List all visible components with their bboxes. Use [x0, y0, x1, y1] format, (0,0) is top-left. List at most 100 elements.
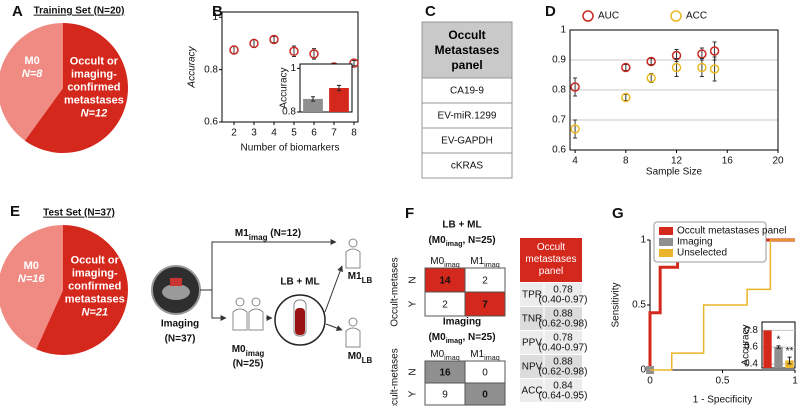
data-point [671, 62, 682, 73]
data-point [570, 82, 580, 92]
column-header: M0imag [430, 349, 460, 363]
slice-value-label: N=8 [21, 67, 43, 80]
legend-label: ACC [686, 11, 707, 22]
metrics-row-bg [520, 379, 582, 402]
roc-line [650, 239, 795, 371]
y-tick-label: 0.5 [632, 300, 646, 311]
error-bar [787, 356, 792, 365]
data-point [289, 46, 299, 57]
m0-lb-label: M0LB [348, 351, 373, 365]
error-bar [272, 35, 276, 44]
legend-swatch [659, 249, 673, 257]
data-point [646, 56, 656, 67]
row-header: Y [408, 300, 419, 307]
data-point [621, 62, 631, 73]
y-axis-label: Sensitivity [611, 282, 622, 327]
metric-name: TNR [522, 314, 543, 325]
data-point [709, 46, 720, 56]
label-part: imag [444, 260, 460, 269]
label-part: (M0 [428, 332, 446, 343]
people-icon [232, 297, 264, 331]
legend-swatch [659, 238, 673, 246]
matrix-cell [464, 267, 506, 293]
row-header: Y [408, 390, 419, 397]
pie-slice [24, 23, 129, 153]
metric-name: PPV [522, 338, 542, 349]
pie-slice [0, 225, 63, 350]
axis-line [761, 322, 795, 369]
data-point [570, 124, 580, 134]
x-axis-label: 1 - Specificity [693, 395, 752, 406]
label-part: M0 [348, 351, 362, 362]
data-point [269, 34, 279, 45]
x-tick-label: 3 [251, 128, 257, 139]
row-header: N [408, 368, 419, 375]
slice-name: M0 [24, 54, 40, 67]
arrow [211, 290, 227, 321]
label-part: (N=12) [267, 228, 301, 239]
matrix-subtitle: (M0imag, N=25) [428, 332, 495, 346]
error-bar [649, 58, 654, 65]
row-title: Occult-metases [390, 257, 401, 326]
x-tick-label: 7 [331, 128, 337, 139]
matrix-subtitle: (M0imag, N=25) [428, 235, 495, 249]
error-bar [623, 64, 628, 71]
label-part: imag [444, 353, 460, 362]
label-part: M0 [430, 256, 444, 267]
error-bar [573, 119, 578, 139]
slice-value-label: N=16 [17, 273, 45, 286]
error-bar [623, 94, 628, 101]
table-cell: EV-GAPDH [441, 136, 493, 147]
m1-imag-label: M1imag (N=12) [235, 228, 301, 242]
metric-value: 0.88 [553, 309, 573, 320]
table-cell: CA19-9 [450, 86, 484, 97]
x-tick-label: 0.5 [716, 376, 730, 387]
error-bar [311, 96, 315, 102]
error-bar [674, 58, 679, 77]
y-axis-label: Accuracy [279, 67, 290, 108]
error-bar [573, 77, 578, 97]
imaging-n: (N=37) [165, 334, 196, 345]
slice-name: M0 [23, 260, 39, 273]
y-tick-label: 1 [212, 12, 218, 23]
data-point [709, 64, 720, 74]
metrics-header: Occult metastases panel [525, 242, 577, 277]
x-tick-label: 8 [623, 156, 629, 167]
label-part: , N=25) [462, 235, 495, 246]
error-bar [232, 45, 236, 55]
x-tick-label: 8 [351, 128, 357, 139]
y-tick-label: 0.8 [282, 107, 296, 118]
label-part: M0 [430, 349, 444, 360]
metric-value: 0.88 [553, 357, 573, 368]
metric-value: 0.78 [553, 333, 573, 344]
m0-imag-n: (N=25) [233, 359, 264, 370]
bar [329, 88, 349, 112]
matrix-value: 0 [482, 390, 488, 401]
panel-label: F [405, 205, 414, 222]
error-bar [712, 56, 717, 82]
label-part: M1 [348, 271, 362, 282]
error-bar [352, 59, 356, 67]
table-rows [421, 77, 513, 179]
y-tick-label: 0.6 [744, 342, 758, 353]
matrix-cell [464, 291, 506, 317]
metrics-row-bg [520, 331, 582, 354]
arrow [200, 239, 337, 291]
label-part: M1 [470, 349, 484, 360]
matrix-value: 7 [482, 300, 488, 311]
pie-slice [0, 23, 63, 141]
table-cell: cKRAS [451, 161, 484, 172]
x-tick-label: 20 [772, 156, 784, 167]
data-point [229, 45, 239, 55]
x-tick-label: 0 [647, 376, 653, 387]
imaging-icon [151, 265, 201, 315]
y-tick-label: 0.8 [744, 325, 758, 336]
x-axis-label: Sample Size [646, 167, 703, 178]
metric-ci: (0.64-0.95) [539, 391, 588, 402]
metrics-row-bg [520, 355, 582, 378]
metrics-header-bg [520, 238, 582, 282]
error-bar [776, 345, 781, 349]
imaging-label: Imaging [161, 319, 199, 330]
panel-label: B [212, 3, 223, 20]
m1-lb-label: M1LB [348, 271, 373, 285]
